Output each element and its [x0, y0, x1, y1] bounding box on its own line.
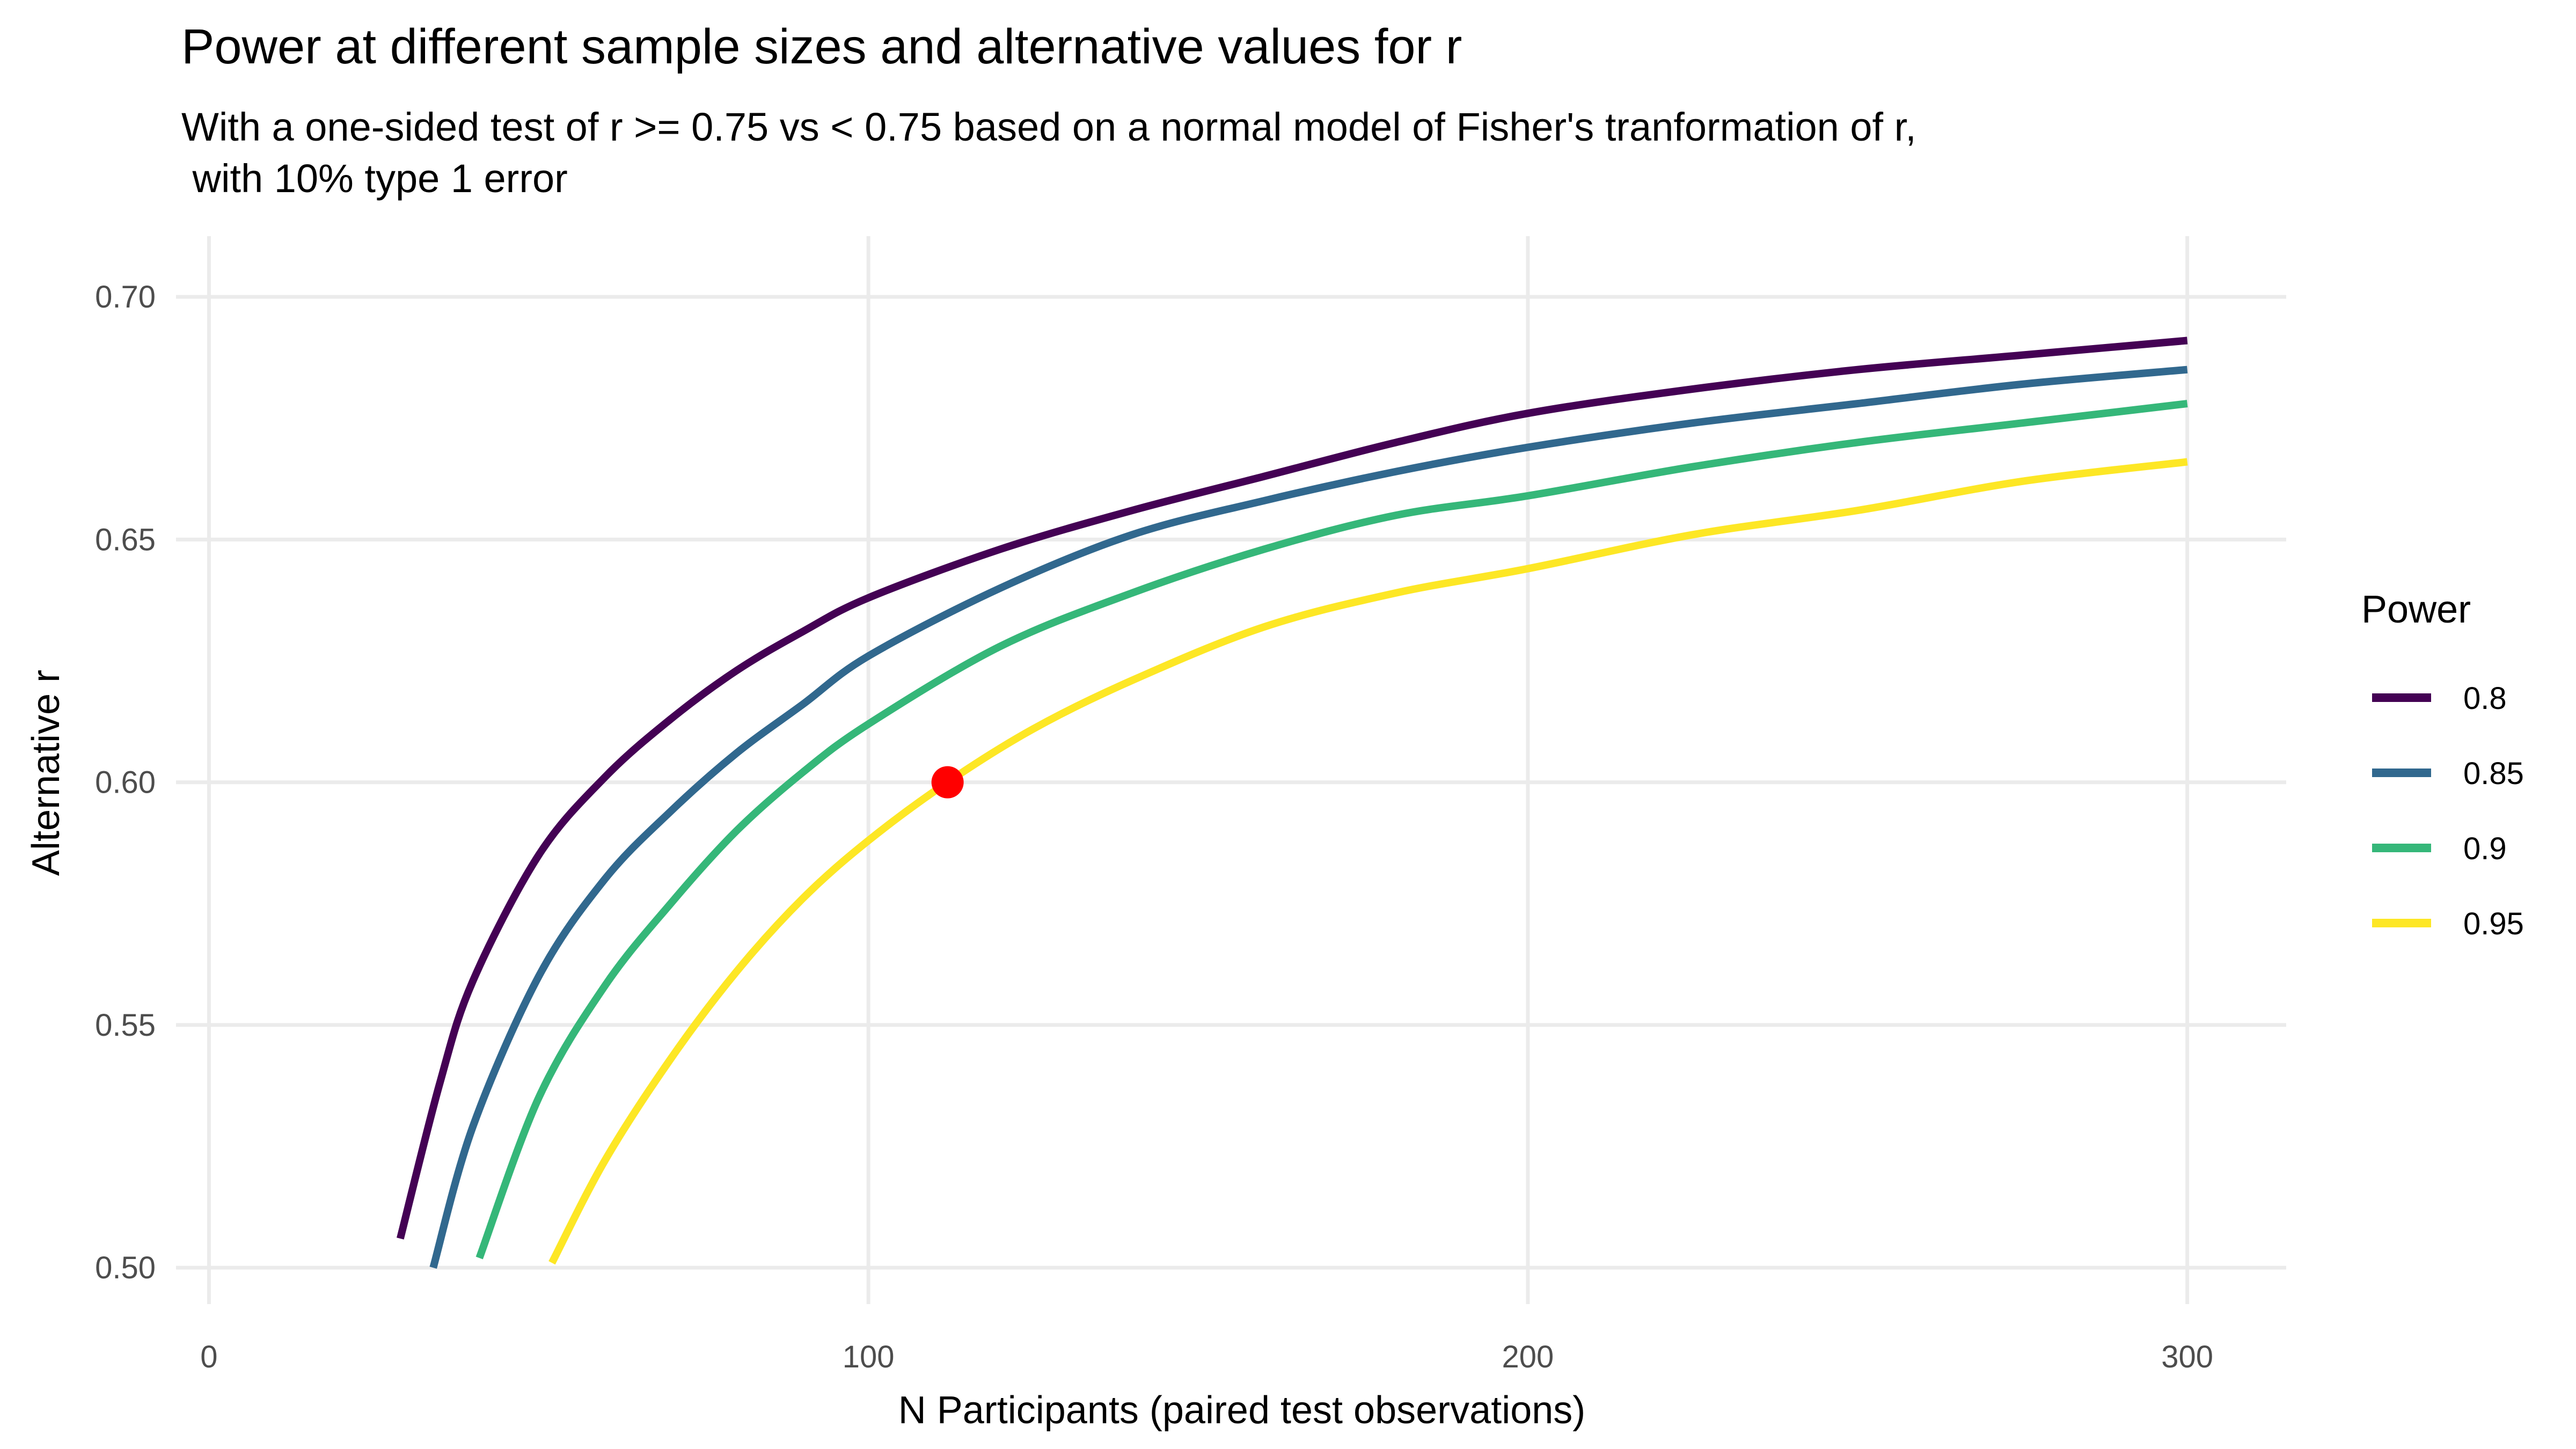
y-tick-label: 0.65 — [95, 522, 156, 557]
legend-title: Power — [2361, 588, 2471, 631]
y-tick-label: 0.70 — [95, 280, 156, 314]
x-axis-ticks: 0 100 200 300 — [200, 1340, 2213, 1374]
chart-title: Power at different sample sizes and alte… — [181, 19, 1462, 74]
y-tick-label: 0.60 — [95, 765, 156, 800]
x-tick-label: 200 — [1502, 1340, 1554, 1374]
x-tick-label: 300 — [2161, 1340, 2213, 1374]
legend-label: 0.85 — [2463, 756, 2524, 791]
y-tick-label: 0.50 — [95, 1250, 156, 1285]
legend: Power 0.8 0.85 0.9 0.95 — [2361, 588, 2524, 941]
legend-label: 0.9 — [2463, 831, 2507, 866]
grid — [176, 236, 2286, 1304]
series-line-power-0-9 — [475, 400, 2188, 1260]
series-line-power-0-85 — [429, 365, 2188, 1269]
series-line-power-0-8 — [397, 336, 2188, 1240]
legend-label: 0.95 — [2463, 906, 2524, 941]
y-axis-ticks: 0.50 0.55 0.60 0.65 0.70 — [95, 280, 156, 1285]
series-line-power-0-95 — [548, 458, 2188, 1265]
highlight-point — [931, 766, 964, 799]
legend-items: 0.8 0.85 0.9 0.95 — [2372, 681, 2524, 941]
y-tick-label: 0.55 — [95, 1008, 156, 1043]
highlight-layer — [931, 766, 964, 799]
legend-label: 0.8 — [2463, 681, 2507, 716]
chart-subtitle-line-2: with 10% type 1 error — [181, 156, 568, 201]
x-tick-label: 0 — [200, 1340, 217, 1374]
x-tick-label: 100 — [843, 1340, 895, 1374]
x-axis-title: N Participants (paired test observations… — [898, 1389, 1586, 1432]
chart-subtitle-line-1: With a one-sided test of r >= 0.75 vs < … — [181, 105, 1916, 149]
series-lines — [397, 336, 2188, 1269]
y-axis-title: Alternative r — [25, 670, 68, 876]
